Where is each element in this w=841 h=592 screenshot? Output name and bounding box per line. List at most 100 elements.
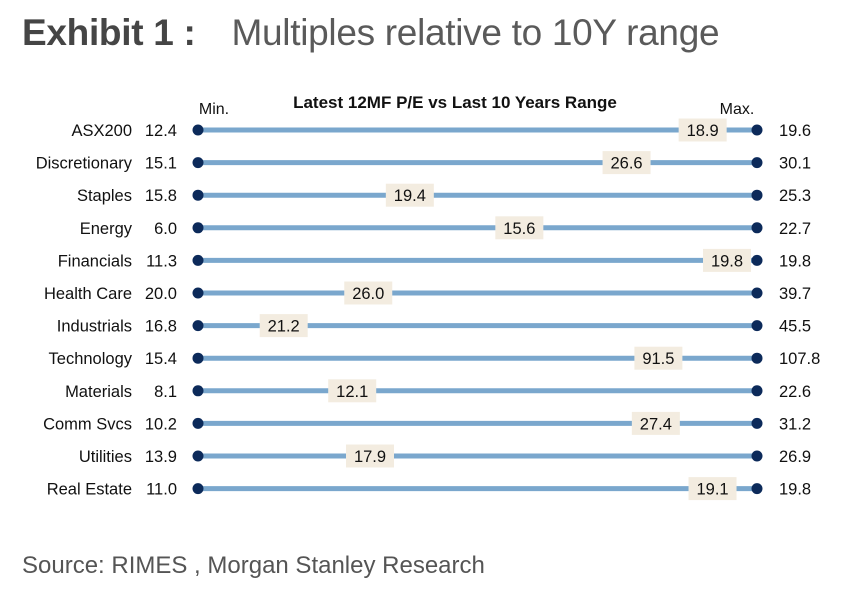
- min-value: 8.1: [154, 383, 177, 401]
- min-value: 12.4: [145, 122, 177, 140]
- source-note: Source: RIMES , Morgan Stanley Research: [22, 552, 485, 579]
- min-dot: [192, 189, 204, 201]
- current-value: 19.8: [711, 252, 743, 270]
- min-dot: [192, 254, 204, 266]
- max-dot: [751, 417, 763, 429]
- current-label-box: [495, 216, 544, 240]
- page-title: Multiples relative to 10Y range: [231, 12, 720, 53]
- max-dot: [751, 320, 763, 332]
- min-header: Min.: [199, 101, 229, 118]
- max-value: 26.9: [779, 448, 811, 466]
- min-value: 15.1: [145, 155, 177, 173]
- min-dot: [192, 450, 204, 462]
- current-value: 19.1: [696, 481, 728, 499]
- current-label-box: [678, 118, 727, 142]
- max-dot: [751, 254, 763, 266]
- row-name: Materials: [65, 383, 132, 401]
- max-dot: [751, 385, 763, 397]
- min-dot: [192, 352, 204, 364]
- max-dot: [751, 352, 763, 364]
- max-value: 19.8: [779, 252, 811, 270]
- range-row: Industrials 16.8 45.5 21.2: [57, 314, 811, 338]
- min-dot: [192, 222, 204, 234]
- max-dot: [751, 157, 763, 169]
- current-label-box: [634, 346, 683, 370]
- max-dot: [751, 450, 763, 462]
- exhibit-heading: Exhibit 1 : Multiples relative to 10Y ran…: [22, 12, 720, 54]
- min-value: 11.0: [146, 481, 177, 499]
- current-value: 12.1: [336, 383, 368, 401]
- min-dot: [192, 287, 204, 299]
- range-row: Energy 6.0 22.7 15.6: [80, 216, 811, 240]
- row-name: ASX200: [71, 122, 132, 140]
- max-dot: [751, 189, 763, 201]
- range-row: Technology 15.4 107.8 91.5: [49, 346, 820, 370]
- row-name: Real Estate: [47, 481, 132, 499]
- range-row: ASX200 12.4 19.6 18.9: [71, 118, 811, 142]
- min-value: 10.2: [145, 415, 177, 433]
- range-row: Utilities 13.9 26.9 17.9: [79, 444, 811, 468]
- min-value: 11.3: [146, 252, 177, 270]
- min-dot: [192, 157, 204, 169]
- min-value: 15.4: [145, 350, 177, 368]
- current-value: 17.9: [354, 448, 386, 466]
- max-value: 31.2: [779, 415, 811, 433]
- range-row: Staples 15.8 25.3 19.4: [77, 183, 811, 207]
- row-name: Health Care: [44, 285, 132, 303]
- range-row: Materials 8.1 22.6 12.1: [65, 379, 811, 403]
- current-value: 19.4: [394, 187, 426, 205]
- current-value: 15.6: [503, 220, 535, 238]
- current-label-box: [385, 183, 434, 207]
- current-value: 27.4: [640, 415, 672, 433]
- min-value: 15.8: [145, 187, 177, 205]
- current-label-box: [328, 379, 377, 403]
- current-value: 26.6: [611, 155, 643, 173]
- range-row: Financials 11.3 19.8 19.8: [58, 248, 811, 272]
- min-dot: [192, 124, 204, 136]
- min-value: 16.8: [145, 318, 177, 336]
- current-value: 91.5: [642, 350, 674, 368]
- current-value: 18.9: [687, 122, 719, 140]
- max-header: Max.: [720, 101, 755, 118]
- max-value: 19.8: [779, 481, 811, 499]
- max-value: 45.5: [779, 318, 811, 336]
- row-name: Staples: [77, 187, 132, 205]
- max-value: 22.7: [779, 220, 811, 238]
- current-label-box: [344, 281, 393, 305]
- min-dot: [192, 385, 204, 397]
- min-value: 20.0: [145, 285, 177, 303]
- min-dot: [192, 417, 204, 429]
- row-name: Financials: [58, 252, 132, 270]
- current-label-box: [346, 444, 394, 468]
- row-name: Discretionary: [36, 155, 133, 173]
- row-name: Technology: [49, 350, 133, 368]
- exhibit-label: Exhibit 1 :: [22, 12, 196, 53]
- row-name: Energy: [80, 220, 133, 238]
- max-value: 107.8: [779, 350, 820, 368]
- current-value: 21.2: [268, 318, 300, 336]
- max-value: 25.3: [779, 187, 811, 205]
- max-value: 22.6: [779, 383, 811, 401]
- range-row: Discretionary 15.1 30.1 26.6: [36, 151, 811, 175]
- min-dot: [192, 483, 204, 495]
- min-value: 13.9: [145, 448, 177, 466]
- max-value: 39.7: [779, 285, 811, 303]
- row-name: Comm Svcs: [43, 415, 132, 433]
- max-dot: [751, 287, 763, 299]
- max-dot: [751, 222, 763, 234]
- current-label-box: [259, 314, 308, 338]
- chart-title: Latest 12MF P/E vs Last 10 Years Range: [293, 93, 617, 112]
- range-chart: Latest 12MF P/E vs Last 10 Years Range M…: [36, 93, 820, 501]
- row-name: Industrials: [57, 318, 132, 336]
- max-dot: [751, 124, 763, 136]
- chart-rows: ASX200 12.4 19.6 18.9 Discretionary 15.1 30.1 2…: [36, 118, 820, 501]
- current-value: 26.0: [352, 285, 384, 303]
- max-value: 19.6: [779, 122, 811, 140]
- max-dot: [751, 483, 763, 495]
- range-row: Health Care 20.0 39.7 26.0: [44, 281, 811, 305]
- row-name: Utilities: [79, 448, 132, 466]
- current-label-box: [688, 477, 737, 501]
- min-value: 6.0: [154, 220, 177, 238]
- range-row: Real Estate 11.0 19.8 19.1: [47, 477, 811, 501]
- current-label-box: [703, 248, 751, 272]
